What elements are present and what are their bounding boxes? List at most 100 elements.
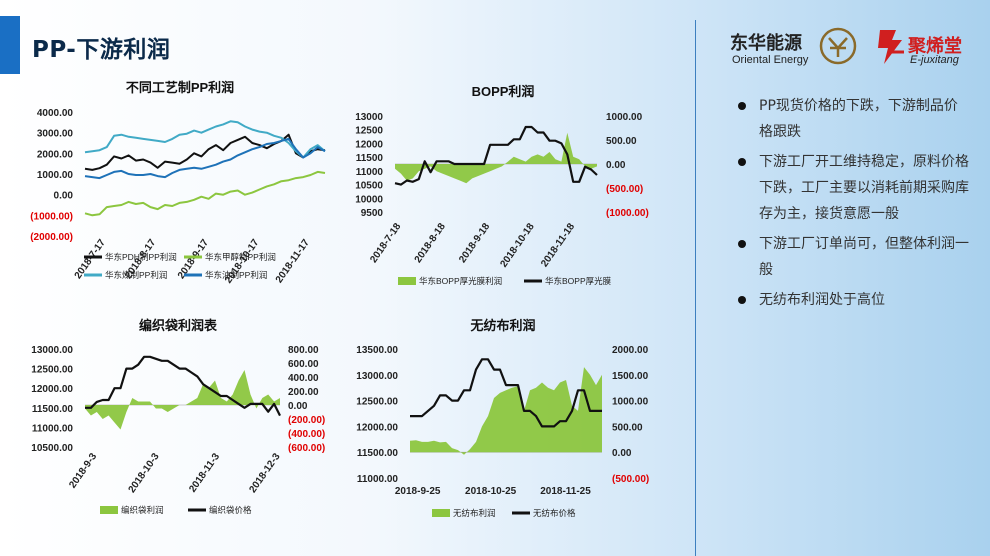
x-tick-label: 2018-11-25 — [540, 486, 591, 497]
bullet-dot-icon — [738, 158, 746, 166]
page-title: PP-下游利润 — [32, 37, 171, 63]
y-tick-label-right: 400.00 — [288, 373, 319, 384]
juxitang-logo-en: E-juxitang — [910, 54, 959, 66]
legend-label: 无纺布利润 — [453, 508, 496, 518]
y-tick-label: 11000.00 — [357, 474, 399, 485]
y-tick-label: 11000 — [356, 167, 384, 178]
y-tick-label: 2000.00 — [37, 149, 74, 160]
y-tick-label: 1000.00 — [37, 170, 74, 181]
bullet-list: PP现货价格的下跌，下游制品价格跟跌 下游工厂开工维持稳定，原料价格下跌，工厂主… — [735, 93, 970, 317]
y-tick-label: 4000.00 — [37, 108, 74, 119]
y-tick-label: 12000.00 — [31, 384, 73, 395]
bullet-item: 无纺布利润处于高位 — [735, 287, 970, 313]
y-tick-label: 10500.00 — [31, 443, 73, 454]
y-tick-label: 12500.00 — [31, 365, 73, 376]
x-tick-label: 2018-11-18 — [539, 221, 577, 269]
y-tick-label-right: 500.00 — [612, 422, 643, 433]
x-tick-label: 2018-10-3 — [127, 451, 162, 495]
x-tick-label: 2018-8-18 — [413, 221, 448, 265]
y-tick-label: 12000 — [355, 139, 383, 150]
y-tick-label: 13000.00 — [31, 345, 73, 356]
y-tick-label-right: 0.00 — [288, 401, 308, 412]
y-tick-label-right: 600.00 — [288, 359, 319, 370]
y-tick-label: 13000 — [355, 112, 383, 123]
chart-title: 编织袋利润表 — [139, 318, 218, 333]
chart-title: 无纺布利润 — [469, 318, 535, 333]
x-tick-label: 2018-9-25 — [395, 486, 441, 497]
y-tick-label-right: (400.00) — [288, 429, 325, 440]
y-tick-label-right: (1000.00) — [606, 208, 649, 219]
legend-label: 编织袋利润 — [121, 505, 164, 515]
y-tick-label-right: 500.00 — [606, 136, 637, 147]
y-tick-label: 13500.00 — [356, 345, 398, 356]
x-tick-label: 2018-9-3 — [67, 451, 99, 490]
series-area — [85, 370, 280, 430]
chart-title: 不同工艺制PP利润 — [126, 80, 234, 95]
x-tick-label: 2018-11-3 — [187, 451, 222, 495]
series-line — [394, 125, 598, 186]
y-tick-label: 12500 — [355, 126, 383, 137]
y-tick-label-right: 1000.00 — [612, 397, 649, 408]
y-tick-label: 13000.00 — [356, 371, 398, 382]
legend-label: 无纺布价格 — [533, 508, 576, 518]
bullet-dot-icon — [738, 240, 746, 248]
y-tick-label-right: 1500.00 — [612, 371, 649, 382]
legend-swatch — [398, 277, 416, 285]
y-tick-label-right: 0.00 — [606, 160, 626, 171]
legend-label: 华东油制PP利润 — [205, 270, 267, 280]
y-tick-label-right: (200.00) — [288, 415, 325, 426]
y-tick-label: 10500 — [355, 181, 383, 192]
y-tick-label: 12500.00 — [356, 397, 398, 408]
bullet-item: 下游工厂开工维持稳定，原料价格下跌，工厂主要以消耗前期采购库存为主，接货意愿一般 — [735, 149, 970, 227]
title-accent-bar — [0, 16, 20, 74]
x-tick-label: 2018-9-18 — [457, 221, 492, 265]
legend-label: 华东BOPP厚光膜 — [545, 276, 612, 286]
y-tick-label-right: 0.00 — [612, 448, 632, 459]
y-tick-label-right: 1000.00 — [606, 112, 643, 123]
series-line — [410, 358, 602, 428]
y-tick-label: 10000 — [355, 194, 383, 205]
y-tick-label-right: (500.00) — [606, 184, 643, 195]
vertical-divider — [695, 20, 696, 556]
y-tick-label: (1000.00) — [30, 211, 73, 222]
oriental-energy-logo-text: 东华能源 — [730, 33, 802, 54]
legend-label: 华东PDH制PP利润 — [105, 252, 177, 262]
series-area — [410, 367, 602, 455]
series-line — [84, 170, 326, 217]
x-tick-label: 2018-12-3 — [247, 451, 282, 495]
y-tick-label: 12000.00 — [356, 422, 398, 433]
juxitang-logo-icon — [878, 30, 904, 64]
x-tick-label: 2018-10-25 — [465, 486, 517, 497]
y-tick-label: 3000.00 — [37, 129, 74, 140]
oriental-energy-logo-en: Oriental Energy — [732, 54, 809, 66]
chart-title: BOPP利润 — [472, 84, 535, 99]
legend-label: 华东煤制PP利润 — [105, 270, 167, 280]
charts-canvas: 不同工艺制PP利润 4000.00 3000.00 2000.00 1000.00 0.0… — [30, 80, 649, 518]
legend-label: 编织袋价格 — [209, 505, 252, 515]
y-tick-label-right: (600.00) — [288, 443, 325, 454]
juxitang-logo-text: 聚烯堂 — [908, 36, 962, 57]
legend-swatch — [432, 509, 450, 517]
y-tick-label: 11500 — [356, 153, 384, 164]
y-tick-label-right: 800.00 — [288, 345, 319, 356]
bullet-dot-icon — [738, 296, 746, 304]
y-tick-label: 11000.00 — [32, 423, 74, 434]
legend-label: 华东甲醇制PP利润 — [205, 252, 276, 262]
x-tick-label: 2018-7-18 — [368, 221, 403, 265]
series-area — [395, 132, 597, 184]
logo-area: 东华能源 Oriental Energy 聚烯堂 E-juxitang — [730, 22, 980, 72]
y-tick-label-right: (500.00) — [612, 474, 649, 485]
series-line — [84, 137, 326, 180]
oriental-energy-logo-icon — [819, 27, 857, 65]
bullet-dot-icon — [738, 102, 746, 110]
y-tick-label: 11500.00 — [32, 404, 74, 415]
series-line — [85, 355, 281, 417]
x-tick-label: 2018-10-18 — [498, 221, 537, 270]
bullet-item: 下游工厂订单尚可，但整体利润一般 — [735, 231, 970, 283]
y-tick-label-right: 200.00 — [288, 387, 319, 398]
bullet-item: PP现货价格的下跌，下游制品价格跟跌 — [735, 93, 970, 145]
y-tick-label: 0.00 — [54, 191, 74, 202]
y-tick-label: 11500.00 — [357, 448, 399, 459]
y-tick-label: (2000.00) — [30, 232, 73, 243]
y-tick-label: 9500 — [361, 208, 384, 219]
